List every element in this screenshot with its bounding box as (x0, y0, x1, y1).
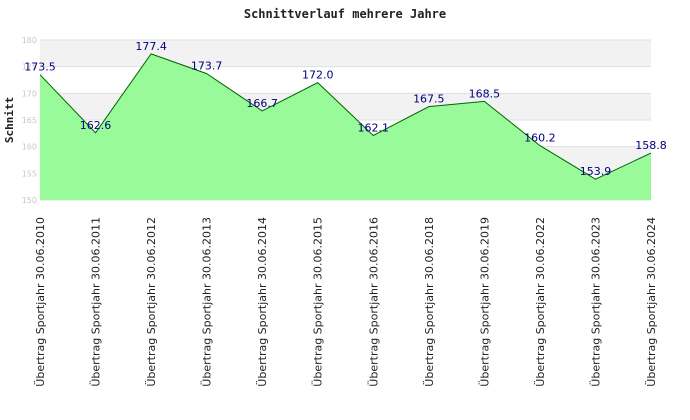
x-tick-label: Übertrag Sportjahr 30.06.2010 (34, 217, 47, 387)
chart-title: Schnittverlauf mehrere Jahre (244, 7, 446, 21)
grid-band (40, 40, 651, 67)
y-axis-ticks: 150 155 160 165 170 175 180 (22, 36, 37, 205)
y-tick-label: 175 (22, 63, 37, 72)
y-tick-label: 155 (22, 169, 37, 178)
data-label: 168.5 (469, 87, 501, 100)
series-line (39, 53, 652, 180)
data-label: 162.6 (80, 119, 112, 132)
x-tick-label: Übertrag Sportjahr 30.06.2023 (589, 217, 602, 387)
data-label: 160.2 (524, 132, 556, 145)
x-tick-label: Übertrag Sportjahr 30.06.2015 (312, 217, 325, 387)
x-axis-ticks: Übertrag Sportjahr 30.06.2010 Übertrag Sp… (34, 217, 658, 387)
x-tick-label: Übertrag Sportjahr 30.06.2018 (423, 217, 436, 387)
data-label: 172.0 (302, 69, 334, 82)
x-tick-label: Übertrag Sportjahr 30.06.2024 (645, 217, 658, 387)
data-label: 158.8 (635, 139, 667, 152)
y-axis-label: Schnitt (3, 97, 16, 143)
x-tick-label: Übertrag Sportjahr 30.06.2022 (534, 217, 547, 387)
data-label: 167.5 (413, 93, 445, 106)
x-tick-label: Übertrag Sportjahr 30.06.2012 (145, 217, 158, 387)
series-area (40, 53, 651, 200)
data-label: 153.9 (580, 165, 612, 178)
data-label: 177.4 (135, 40, 167, 53)
data-label: 162.1 (358, 121, 390, 134)
x-tick-label: Übertrag Sportjahr 30.06.2019 (478, 217, 491, 387)
y-tick-label: 150 (22, 196, 37, 205)
x-tick-label: Übertrag Sportjahr 30.06.2014 (256, 217, 269, 387)
data-labels: 173.5 162.6 177.4 173.7 166.7 172.0 162.1 167.5… (24, 40, 667, 178)
data-label: 166.7 (246, 97, 278, 110)
y-tick-label: 170 (22, 89, 37, 98)
x-tick-label: Übertrag Sportjahr 30.06.2011 (90, 217, 103, 387)
x-tick-label: Übertrag Sportjahr 30.06.2016 (367, 217, 380, 387)
data-label: 173.5 (24, 61, 56, 74)
data-label: 173.7 (191, 60, 223, 73)
y-tick-label: 160 (22, 143, 37, 152)
y-tick-label: 165 (22, 116, 37, 125)
x-tick-label: Übertrag Sportjahr 30.06.2013 (201, 217, 214, 387)
y-tick-label: 180 (22, 36, 37, 45)
